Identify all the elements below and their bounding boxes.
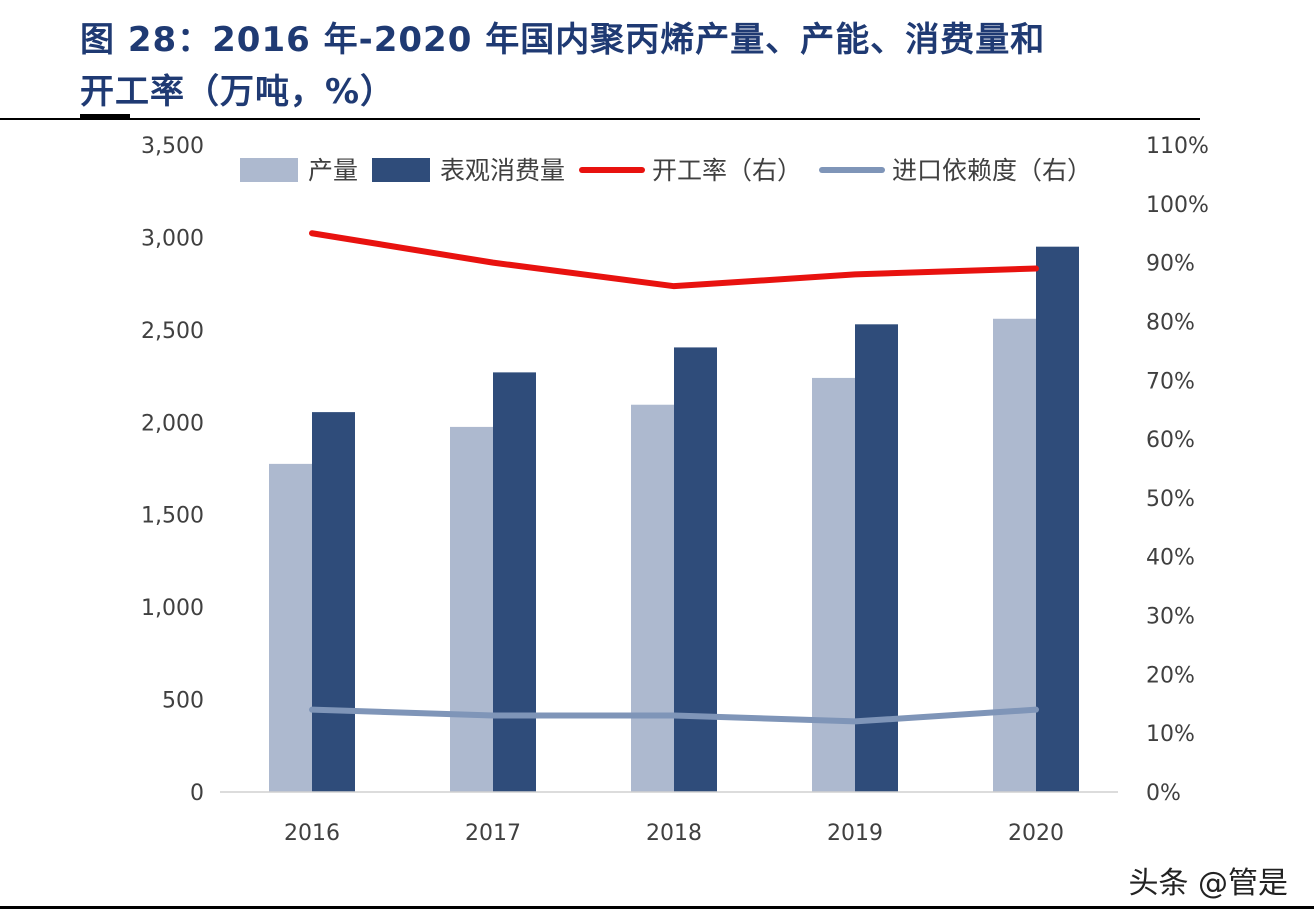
title-divider [0, 118, 1200, 120]
bar-production [269, 463, 312, 792]
legend-label-utilization: 开工率（右） [652, 156, 802, 185]
x-tick-label: 2017 [465, 821, 521, 846]
left-tick-label: 500 [162, 689, 204, 714]
bar-consumption [674, 347, 717, 792]
x-tick-label: 2020 [1008, 821, 1064, 846]
left-tick-label: 1,500 [141, 504, 204, 529]
right-tick-label: 0% [1146, 781, 1181, 806]
bar-consumption [493, 372, 536, 792]
legend-label-production: 产量 [308, 156, 358, 185]
bar-consumption [1036, 246, 1079, 793]
chart-title: 图 28：2016 年-2020 年国内聚丙烯产量、产能、消费量和 开工率（万吨… [80, 14, 1260, 118]
bar-production [993, 318, 1036, 792]
right-tick-label: 60% [1146, 428, 1195, 453]
right-tick-label: 70% [1146, 369, 1195, 394]
left-tick-label: 2,500 [141, 319, 204, 344]
x-tick-label: 2016 [284, 821, 340, 846]
right-tick-label: 30% [1146, 605, 1195, 630]
legend-swatch-consumption [372, 158, 430, 182]
legend-label-consumption: 表观消费量 [440, 156, 565, 185]
right-tick-label: 80% [1146, 310, 1195, 335]
bar-production [450, 426, 493, 792]
left-tick-label: 2,000 [141, 411, 204, 436]
x-tick-label: 2019 [827, 821, 883, 846]
right-tick-label: 110% [1146, 134, 1209, 159]
right-tick-label: 50% [1146, 487, 1195, 512]
right-tick-label: 40% [1146, 546, 1195, 571]
line-utilization [309, 230, 1039, 290]
right-tick-label: 10% [1146, 722, 1195, 747]
right-tick-label: 90% [1146, 252, 1195, 277]
title-line-1: 图 28：2016 年-2020 年国内聚丙烯产量、产能、消费量和 [80, 20, 1046, 60]
bar-consumption [312, 412, 355, 792]
bar-production [812, 377, 855, 792]
bottom-rule [0, 906, 1314, 909]
line-import-dependence [309, 706, 1039, 725]
legend-label-import-dependence: 进口依赖度（右） [892, 156, 1092, 185]
title-line-2: 开工率（万吨，%） [80, 72, 396, 112]
right-tick-label: 20% [1146, 663, 1195, 688]
right-tick-label: 100% [1146, 193, 1209, 218]
watermark: 头条 @管是 [1128, 866, 1288, 901]
bar-consumption [855, 324, 898, 792]
left-tick-label: 3,500 [141, 134, 204, 159]
chart: 0 500 1,000 1,500 2,000 2,500 3,000 3,500 0% 10% 2… [141, 134, 1209, 846]
legend-swatch-production [240, 158, 298, 182]
title-accent-rule [80, 114, 130, 119]
left-tick-label: 1,000 [141, 596, 204, 621]
x-tick-label: 2018 [646, 821, 702, 846]
bar-production [631, 404, 674, 792]
left-tick-label: 3,000 [141, 226, 204, 251]
left-tick-label: 0 [190, 781, 204, 806]
